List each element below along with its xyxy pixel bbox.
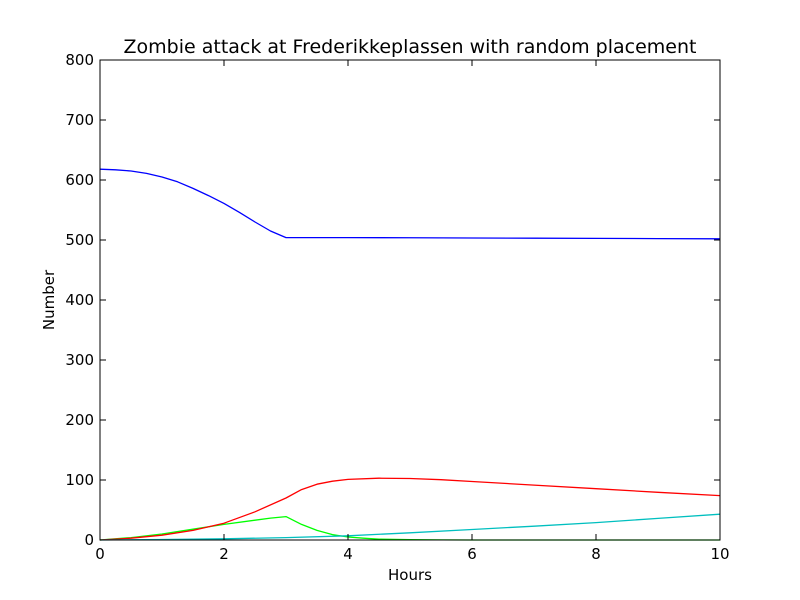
y-tick-label: 400 bbox=[65, 291, 94, 309]
series-line-3 bbox=[99, 477, 721, 541]
chart-title: Zombie attack at Frederikkeplassen with … bbox=[124, 36, 697, 58]
y-tick-label: 700 bbox=[65, 111, 94, 129]
series-layer bbox=[99, 168, 721, 541]
y-tick-label: 100 bbox=[65, 471, 94, 489]
x-tick-label: 0 bbox=[95, 545, 105, 563]
y-tick-label: 800 bbox=[65, 51, 94, 69]
x-tick-label: 10 bbox=[710, 545, 729, 563]
plot-frame bbox=[99, 59, 721, 541]
x-tick-label: 4 bbox=[343, 545, 353, 563]
x-tick-label: 2 bbox=[219, 545, 229, 563]
y-tick-label: 300 bbox=[65, 351, 94, 369]
y-tick-label: 600 bbox=[65, 171, 94, 189]
y-axis-label: Number bbox=[40, 269, 58, 330]
y-tick-label: 200 bbox=[65, 411, 94, 429]
y-tick-label: 0 bbox=[84, 531, 94, 549]
x-tick-label: 8 bbox=[591, 545, 601, 563]
x-axis-label: Hours bbox=[388, 566, 432, 584]
series-line-4 bbox=[99, 513, 721, 541]
y-tick-label: 500 bbox=[65, 231, 94, 249]
series-line-1 bbox=[99, 168, 721, 240]
x-tick-label: 6 bbox=[467, 545, 477, 563]
